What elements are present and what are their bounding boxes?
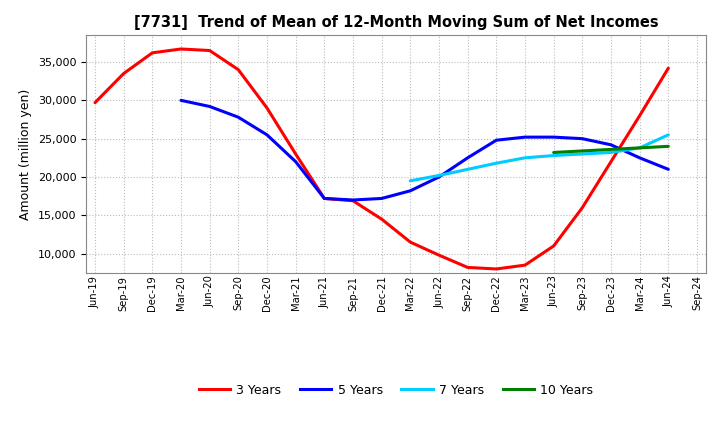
10 Years (549, 150, 558, 155)
3 Years (205, 48, 214, 53)
3 Years (263, 105, 271, 110)
10 Years (664, 144, 672, 149)
Line: 3 Years: 3 Years (95, 49, 668, 269)
Line: 5 Years: 5 Years (181, 100, 668, 200)
5 Years (263, 132, 271, 137)
Legend: 3 Years, 5 Years, 7 Years, 10 Years: 3 Years, 5 Years, 7 Years, 10 Years (194, 379, 598, 402)
3 Years (406, 239, 415, 245)
7 Years (635, 145, 644, 150)
3 Years (607, 159, 616, 164)
5 Years (607, 142, 616, 147)
5 Years (234, 114, 243, 120)
7 Years (549, 153, 558, 158)
7 Years (492, 161, 500, 166)
3 Years (176, 46, 185, 51)
3 Years (348, 198, 357, 203)
3 Years (292, 151, 300, 157)
10 Years (607, 147, 616, 152)
5 Years (320, 196, 328, 201)
7 Years (435, 173, 444, 178)
5 Years (176, 98, 185, 103)
3 Years (320, 196, 328, 201)
7 Years (607, 150, 616, 155)
5 Years (549, 135, 558, 140)
3 Years (492, 266, 500, 271)
5 Years (492, 138, 500, 143)
5 Years (521, 135, 529, 140)
3 Years (91, 100, 99, 105)
5 Years (635, 155, 644, 161)
3 Years (120, 71, 128, 76)
7 Years (406, 178, 415, 183)
7 Years (578, 151, 587, 157)
5 Years (664, 167, 672, 172)
3 Years (521, 263, 529, 268)
3 Years (578, 205, 587, 210)
5 Years (377, 196, 386, 201)
10 Years (578, 148, 587, 154)
Title: [7731]  Trend of Mean of 12-Month Moving Sum of Net Incomes: [7731] Trend of Mean of 12-Month Moving … (134, 15, 658, 30)
3 Years (464, 265, 472, 270)
Y-axis label: Amount (million yen): Amount (million yen) (19, 88, 32, 220)
3 Years (549, 243, 558, 249)
3 Years (234, 67, 243, 72)
10 Years (635, 145, 644, 150)
3 Years (435, 253, 444, 258)
3 Years (148, 50, 157, 55)
7 Years (664, 132, 672, 137)
Line: 10 Years: 10 Years (554, 147, 668, 153)
Line: 7 Years: 7 Years (410, 135, 668, 181)
5 Years (292, 159, 300, 164)
5 Years (464, 155, 472, 161)
3 Years (635, 113, 644, 118)
7 Years (521, 155, 529, 161)
5 Years (205, 104, 214, 109)
7 Years (464, 167, 472, 172)
5 Years (578, 136, 587, 141)
3 Years (377, 216, 386, 222)
3 Years (664, 66, 672, 71)
5 Years (435, 174, 444, 180)
5 Years (348, 198, 357, 203)
5 Years (406, 188, 415, 194)
